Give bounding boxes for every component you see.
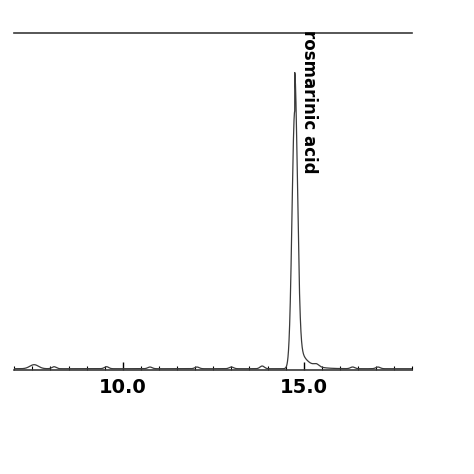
Text: rosmarinic acid: rosmarinic acid (300, 30, 318, 173)
